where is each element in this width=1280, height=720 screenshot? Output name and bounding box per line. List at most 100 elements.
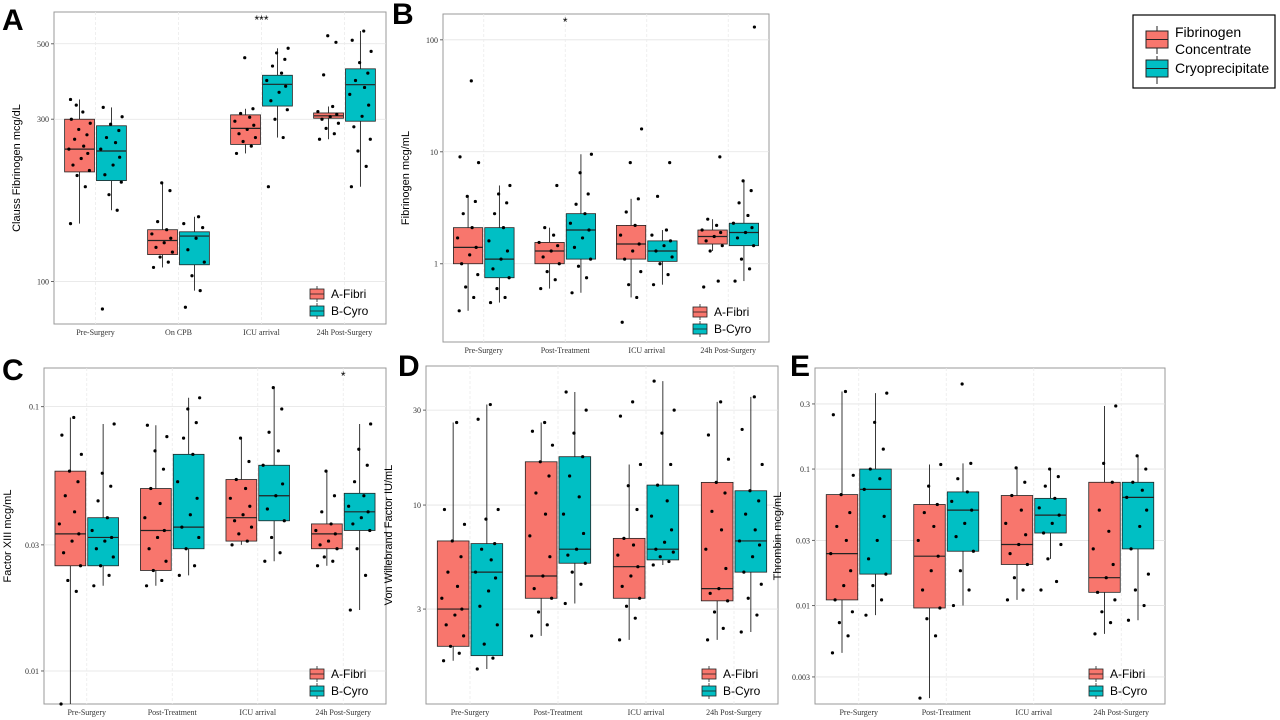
x-tick-label: Post-Treatment: [148, 708, 198, 717]
box-body: [87, 517, 119, 567]
data-point: [186, 248, 190, 252]
y-tick-label: 100: [37, 278, 49, 287]
panel-letter-A: A: [2, 4, 24, 37]
data-point: [71, 163, 75, 167]
data-point: [1125, 495, 1129, 499]
data-point: [639, 270, 643, 274]
box-cyro: [565, 152, 596, 295]
x-tick-label: Pre-Surgery: [839, 708, 878, 717]
data-point: [94, 547, 98, 551]
data-point: [651, 283, 656, 287]
data-point: [369, 49, 373, 53]
data-point: [833, 598, 837, 602]
data-point: [936, 554, 940, 558]
data-point: [60, 433, 64, 437]
data-point: [925, 617, 929, 621]
data-point: [667, 559, 671, 564]
box-cyro: [1121, 454, 1155, 622]
data-point: [950, 499, 954, 503]
x-tick-label: ICU arrival: [628, 708, 665, 717]
data-point: [162, 528, 166, 533]
data-point: [749, 188, 753, 193]
data-point: [96, 499, 100, 503]
data-point: [493, 542, 497, 546]
data-point: [476, 161, 481, 165]
data-point: [355, 547, 359, 551]
box-body: [1121, 481, 1155, 550]
data-point: [850, 610, 854, 614]
data-point: [83, 185, 87, 189]
data-point: [721, 626, 725, 630]
data-point: [115, 208, 119, 212]
data-point: [636, 565, 640, 569]
box-fibri: [612, 400, 646, 642]
data-point: [107, 193, 111, 197]
data-point: [74, 589, 78, 593]
box-fibri: [697, 155, 728, 289]
data-point: [933, 634, 938, 638]
data-point: [920, 588, 925, 592]
data-point: [748, 489, 752, 493]
data-point: [1133, 588, 1138, 592]
data-point: [1142, 603, 1146, 608]
data-point: [1037, 506, 1041, 510]
data-point: [67, 469, 72, 473]
data-point: [744, 512, 748, 516]
data-point: [359, 516, 363, 520]
data-point: [113, 141, 118, 145]
data-point: [99, 564, 103, 568]
data-point: [715, 223, 719, 227]
box-cyro: [343, 422, 376, 612]
data-point: [922, 510, 926, 515]
data-point: [104, 135, 109, 140]
data-point: [570, 570, 574, 574]
data-point: [829, 552, 833, 556]
data-point: [1054, 579, 1059, 584]
data-point: [971, 549, 975, 553]
box-body: [484, 227, 515, 279]
data-point: [712, 610, 717, 614]
data-point: [624, 210, 628, 214]
data-point: [553, 278, 557, 282]
data-point: [365, 463, 369, 467]
data-point: [719, 400, 723, 404]
data-point: [1025, 562, 1029, 567]
data-point: [164, 559, 168, 563]
data-point: [363, 573, 368, 577]
data-point: [651, 563, 655, 567]
data-point: [620, 584, 624, 589]
data-point: [69, 117, 73, 121]
data-point: [723, 491, 727, 495]
data-point: [669, 462, 673, 467]
data-point: [86, 151, 90, 156]
data-point: [755, 613, 759, 617]
legend-label: B-Cyro: [331, 684, 369, 698]
data-point: [631, 543, 636, 547]
data-point: [706, 433, 711, 437]
data-point: [649, 514, 654, 518]
data-point: [650, 233, 654, 237]
data-point: [356, 149, 360, 153]
data-point: [241, 139, 245, 144]
data-point: [180, 525, 184, 529]
data-point: [170, 250, 175, 254]
data-point: [577, 495, 581, 499]
data-point: [476, 417, 480, 421]
data-point: [278, 551, 282, 555]
data-point: [720, 244, 724, 248]
data-point: [88, 121, 92, 125]
box-fibri: [524, 420, 558, 638]
legend-label: A-Fibri: [331, 287, 366, 301]
data-point: [635, 507, 639, 512]
data-point: [878, 477, 882, 481]
x-tick-label: ICU arrival: [239, 708, 276, 717]
x-tick-label: Post-Treatment: [541, 346, 591, 355]
data-point: [629, 574, 633, 578]
data-point: [583, 212, 587, 216]
data-point: [864, 613, 868, 617]
data-point: [448, 644, 453, 648]
data-point: [85, 133, 89, 137]
data-point: [746, 213, 750, 218]
box-body: [534, 242, 565, 265]
data-point: [160, 181, 164, 185]
